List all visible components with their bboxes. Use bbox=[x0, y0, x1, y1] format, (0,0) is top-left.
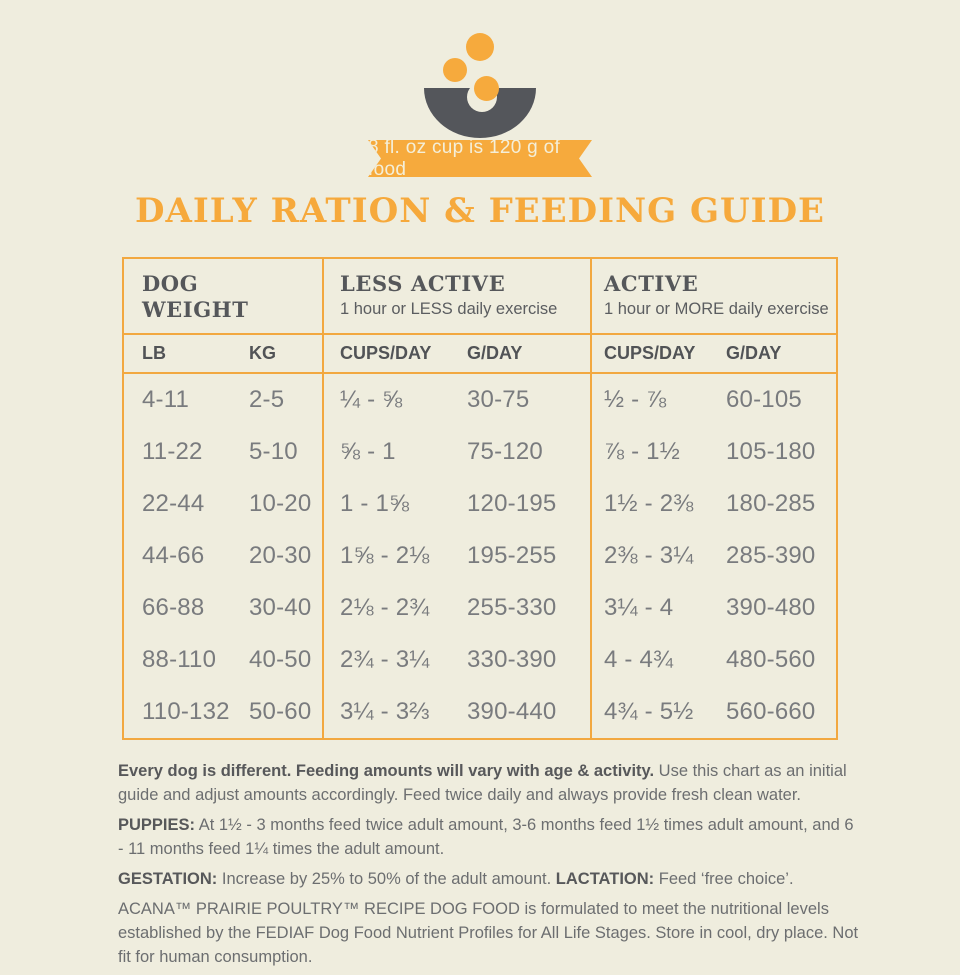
cell-cups: ⅞ - 1½ bbox=[604, 438, 680, 465]
header-less-active-subtitle: 1 hour or LESS daily exercise bbox=[340, 300, 558, 318]
column-header-lb: LB bbox=[142, 343, 166, 363]
subheader-less-active-cols: CUPS/DAY G/DAY bbox=[324, 335, 592, 372]
table-row: 11-22 5-10 ⅝ - 1 75-120 ⅞ - 1½ 105-180 bbox=[124, 426, 836, 478]
note-text: At 1½ - 3 months feed twice adult amount… bbox=[118, 816, 854, 858]
cell-cups: 1½ - 2⅜ bbox=[604, 490, 694, 517]
cell-lb: 4-11 bbox=[142, 386, 190, 413]
header-active-subtitle: 1 hour or MORE daily exercise bbox=[604, 300, 829, 318]
table-subheader-row: LB KG CUPS/DAY G/DAY CUPS/DAY G/DAY bbox=[124, 335, 836, 374]
note-bold-lead: PUPPIES: bbox=[118, 816, 196, 834]
header-less-active: LESS ACTIVE 1 hour or LESS daily exercis… bbox=[324, 259, 592, 333]
cell-grams: 120-195 bbox=[467, 490, 557, 517]
header-graphic: 8 fl. oz cup is 120 g of food bbox=[0, 0, 960, 190]
cell-cups: 3¼ - 3⅔ bbox=[340, 698, 430, 725]
cell-kg: 20-30 bbox=[249, 542, 312, 569]
header-active-title: ACTIVE bbox=[604, 271, 699, 296]
table-row: 66-88 30-40 2⅛ - 2¾ 255-330 3¼ - 4 390-4… bbox=[124, 582, 836, 634]
note-text: Feed ‘free choice’. bbox=[654, 870, 794, 888]
header-active: ACTIVE 1 hour or MORE daily exercise bbox=[592, 259, 836, 333]
cell-cups: 1 - 1⅝ bbox=[340, 490, 410, 517]
cell-cups: 2⅜ - 3¼ bbox=[604, 542, 694, 569]
cell-grams: 60-105 bbox=[726, 386, 802, 413]
cell-grams: 390-480 bbox=[726, 594, 816, 621]
note-text: Use this chart as an initial guide and a… bbox=[118, 762, 847, 804]
note-puppies: PUPPIES: At 1½ - 3 months feed twice adu… bbox=[118, 813, 860, 861]
cell-lb: 11-22 bbox=[142, 438, 203, 465]
note-feeding-variability: Every dog is different. Feeding amounts … bbox=[118, 759, 860, 807]
column-header-g-day: G/DAY bbox=[726, 343, 782, 363]
column-header-cups-day: CUPS/DAY bbox=[340, 343, 432, 363]
cell-cups: 1⅝ - 2⅛ bbox=[340, 542, 430, 569]
cell-grams: 75-120 bbox=[467, 438, 543, 465]
column-header-cups-day: CUPS/DAY bbox=[604, 343, 696, 363]
cell-lb: 66-88 bbox=[142, 594, 205, 621]
column-header-g-day: G/DAY bbox=[467, 343, 523, 363]
cell-grams: 480-560 bbox=[726, 646, 816, 673]
note-bold-lead: Every dog is different. Feeding amounts … bbox=[118, 762, 655, 780]
cell-cups: 3¼ - 4 bbox=[604, 594, 674, 621]
kibble-icon bbox=[443, 58, 467, 82]
cell-grams: 30-75 bbox=[467, 386, 530, 413]
footnotes: Every dog is different. Feeding amounts … bbox=[118, 759, 860, 975]
cell-kg: 5-10 bbox=[249, 438, 298, 465]
cell-grams: 285-390 bbox=[726, 542, 816, 569]
subheader-active-cols: CUPS/DAY G/DAY bbox=[592, 335, 836, 372]
kibble-icon bbox=[466, 33, 494, 61]
note-bold-lead: GESTATION: bbox=[118, 870, 218, 888]
cell-lb: 88-110 bbox=[142, 646, 217, 673]
column-header-kg: KG bbox=[249, 343, 276, 363]
cell-cups: 4 - 4¾ bbox=[604, 646, 674, 673]
cup-measure-ribbon: 8 fl. oz cup is 120 g of food bbox=[368, 140, 592, 177]
cell-lb: 22-44 bbox=[142, 490, 205, 517]
table-row: 44-66 20-30 1⅝ - 2⅛ 195-255 2⅜ - 3¼ 285-… bbox=[124, 530, 836, 582]
cup-measure-text: 8 fl. oz cup is 120 g of food bbox=[368, 136, 561, 180]
feeding-guide-table: DOG WEIGHT LESS ACTIVE 1 hour or LESS da… bbox=[122, 257, 838, 740]
kibble-icon bbox=[474, 76, 499, 101]
note-nutritional-statement: ACANA™ PRAIRIE POULTRY™ RECIPE DOG FOOD … bbox=[118, 897, 860, 969]
cell-kg: 10-20 bbox=[249, 490, 312, 517]
cell-kg: 50-60 bbox=[249, 698, 312, 725]
cell-cups: 2¾ - 3¼ bbox=[340, 646, 430, 673]
cell-cups: 2⅛ - 2¾ bbox=[340, 594, 430, 621]
cell-lb: 110-132 bbox=[142, 698, 230, 725]
page-title: DAILY RATION & FEEDING GUIDE bbox=[135, 191, 825, 231]
cell-grams: 390-440 bbox=[467, 698, 557, 725]
cell-grams: 560-660 bbox=[726, 698, 816, 725]
cell-cups: ¼ - ⅝ bbox=[340, 386, 403, 413]
cell-grams: 195-255 bbox=[467, 542, 557, 569]
cell-kg: 30-40 bbox=[249, 594, 312, 621]
cell-grams: 330-390 bbox=[467, 646, 557, 673]
cell-grams: 105-180 bbox=[726, 438, 816, 465]
note-text: Increase by 25% to 50% of the adult amou… bbox=[217, 870, 556, 888]
table-row: 22-44 10-20 1 - 1⅝ 120-195 1½ - 2⅜ 180-2… bbox=[124, 478, 836, 530]
cell-cups: ⅝ - 1 bbox=[340, 438, 396, 465]
table-row: 88-110 40-50 2¾ - 3¼ 330-390 4 - 4¾ 480-… bbox=[124, 634, 836, 686]
cell-cups: 4¾ - 5½ bbox=[604, 698, 694, 725]
cell-cups: ½ - ⅞ bbox=[604, 386, 667, 413]
table-row: 4-11 2-5 ¼ - ⅝ 30-75 ½ - ⅞ 60-105 bbox=[124, 374, 836, 426]
cell-kg: 2-5 bbox=[249, 386, 285, 413]
header-less-active-title: LESS ACTIVE bbox=[340, 271, 506, 296]
cell-lb: 44-66 bbox=[142, 542, 205, 569]
note-bold-lead: LACTATION: bbox=[555, 870, 655, 888]
note-text: ACANA™ PRAIRIE POULTRY™ RECIPE DOG FOOD … bbox=[118, 900, 859, 966]
header-dog-weight-title: DOG WEIGHT bbox=[142, 271, 249, 322]
header-dog-weight: DOG WEIGHT bbox=[124, 259, 324, 333]
subheader-weight-cols: LB KG bbox=[124, 335, 324, 372]
table-row: 110-132 50-60 3¼ - 3⅔ 390-440 4¾ - 5½ 56… bbox=[124, 686, 836, 738]
note-gestation-lactation: GESTATION: Increase by 25% to 50% of the… bbox=[118, 867, 860, 891]
cell-kg: 40-50 bbox=[249, 646, 312, 673]
cell-grams: 255-330 bbox=[467, 594, 557, 621]
cell-grams: 180-285 bbox=[726, 490, 816, 517]
table-header-row: DOG WEIGHT LESS ACTIVE 1 hour or LESS da… bbox=[124, 259, 836, 335]
